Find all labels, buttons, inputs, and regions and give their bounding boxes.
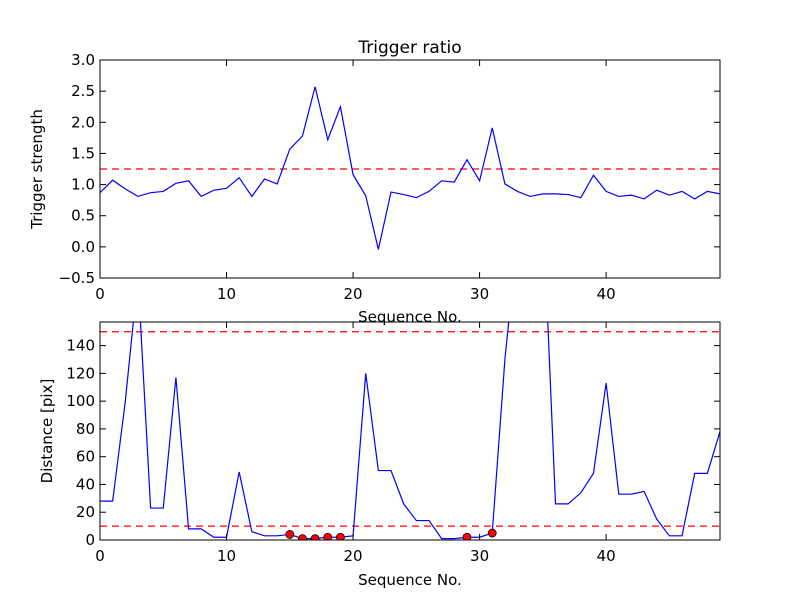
top-x-tick-label: 10 xyxy=(217,285,236,303)
bottom-x-tick-label: 30 xyxy=(470,547,489,565)
bottom-x-axis-label: Sequence No. xyxy=(358,571,462,589)
bottom-marker-point xyxy=(336,532,345,540)
top-x-axis: 0 10 20 30 40 xyxy=(95,60,616,303)
top-x-tick-label: 0 xyxy=(95,285,105,303)
bottom-y-axis: 0 20 40 60 80 100 120 140 xyxy=(66,337,720,549)
top-y-tick-label: −0.5 xyxy=(59,269,95,287)
bottom-marker-point xyxy=(323,532,333,540)
top-y-tick-label: 1.5 xyxy=(71,144,95,162)
bottom-y-tick-label: 140 xyxy=(66,337,95,355)
top-series-line xyxy=(100,86,720,250)
bottom-plot-area xyxy=(100,322,720,540)
top-y-tick-label: 0.0 xyxy=(71,238,95,256)
bottom-marker-point xyxy=(285,530,295,539)
bottom-y-tick-label: 120 xyxy=(66,364,95,382)
bottom-y-tick-label: 40 xyxy=(76,475,95,493)
top-y-tick-label: 0.5 xyxy=(71,207,95,225)
top-chart-title: Trigger ratio xyxy=(357,38,461,58)
bottom-marker-point xyxy=(310,534,320,540)
bottom-x-axis: 0 10 20 30 40 xyxy=(95,322,616,565)
top-plot-frame xyxy=(99,59,721,279)
bottom-x-tick-label: 10 xyxy=(217,547,236,565)
top-plot-area xyxy=(100,86,720,250)
bottom-series-line xyxy=(100,322,720,540)
top-x-tick-label: 20 xyxy=(344,285,363,303)
top-y-tick-label: 3.0 xyxy=(71,51,95,69)
top-y-tick-label: 2.5 xyxy=(71,82,95,100)
bottom-marker-point xyxy=(462,532,472,540)
top-y-tick-label: 1.0 xyxy=(71,176,95,194)
bottom-plot-frame xyxy=(99,321,721,541)
bottom-x-tick-label: 40 xyxy=(597,547,616,565)
top-y-tick-label: 2.0 xyxy=(71,113,95,131)
bottom-marker-point xyxy=(298,534,307,540)
bottom-x-tick-label: 0 xyxy=(95,547,105,565)
top-x-tick-label: 30 xyxy=(470,285,489,303)
bottom-marker-point xyxy=(487,528,497,538)
bottom-x-tick-label: 20 xyxy=(344,547,363,565)
bottom-y-tick-label: 100 xyxy=(66,392,95,410)
bottom-y-axis-label: Distance [pix] xyxy=(38,379,56,484)
bottom-chart: 0 10 20 30 40 0 20 40 60 80 100 120 140 Sequence No… xyxy=(38,321,721,589)
top-x-axis-label: Sequence No. xyxy=(358,308,462,326)
top-x-tick-label: 40 xyxy=(597,285,616,303)
bottom-y-tick-label: 0 xyxy=(85,531,95,549)
bottom-y-tick-label: 60 xyxy=(76,448,95,466)
top-y-axis-label: Trigger strength xyxy=(28,109,46,230)
bottom-y-tick-label: 20 xyxy=(76,503,95,521)
top-y-axis: −0.5 0.0 0.5 1.0 1.5 2.0 2.5 3.0 xyxy=(59,51,720,287)
bottom-y-tick-label: 80 xyxy=(76,420,95,438)
